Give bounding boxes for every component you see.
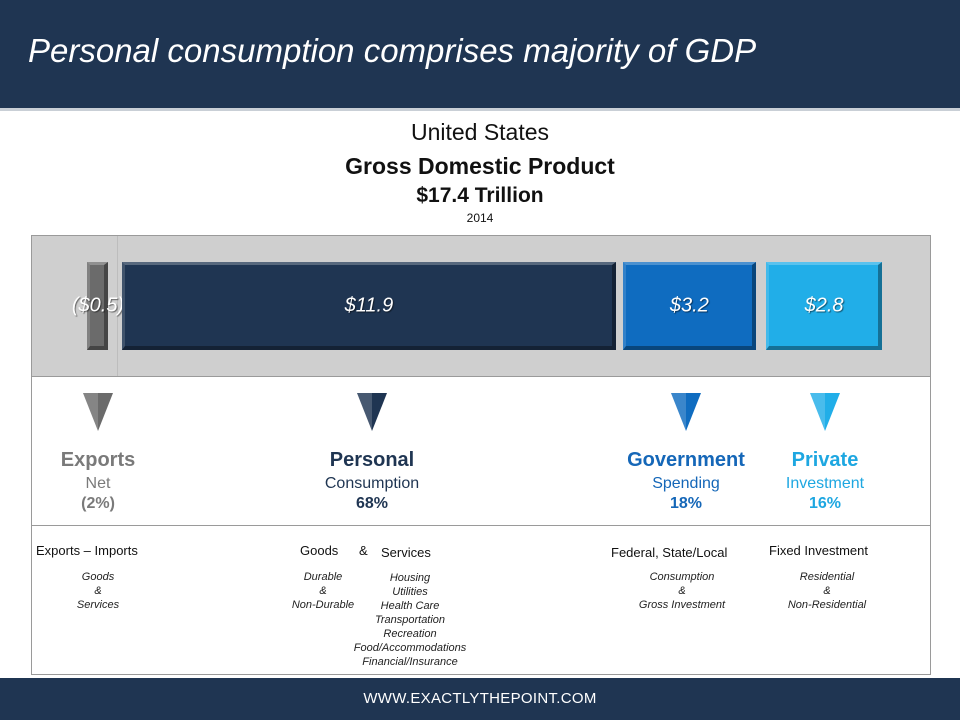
goods-services-ampersand: & <box>359 543 368 558</box>
exports-details: Goods & Services <box>77 570 119 612</box>
bar-exports <box>87 262 108 350</box>
services-detail-line: Recreation <box>383 628 437 640</box>
chart-total: $17.4 Trillion <box>416 184 544 207</box>
services-detail-line: Transportation <box>374 614 446 626</box>
category-government: Government Spending 18% <box>627 449 745 513</box>
goods-details: Durable & Non-Durable <box>292 570 354 612</box>
bar-private <box>766 262 883 350</box>
goods-detail-line: Durable <box>303 571 343 583</box>
bar-label-government: $3.2 <box>669 294 709 317</box>
category-exports-subtitle: Net <box>85 475 111 492</box>
services-details: Housing Utilities Health Care Transporta… <box>354 571 467 669</box>
services-subheading: Services <box>381 545 431 560</box>
footer-banner: WWW.EXACTLYTHEPOINT.COM <box>0 678 960 720</box>
footer-url: WWW.EXACTLYTHEPOINT.COM <box>363 690 597 707</box>
private-detail-line: & <box>823 585 831 597</box>
category-personal-percent: 68% <box>355 495 389 512</box>
exports-subheading: Exports – Imports <box>36 543 138 558</box>
category-personal: Personal Consumption 68% <box>325 449 419 513</box>
bar-label-exports: ($0.5) <box>71 294 125 317</box>
government-detail-line: Consumption <box>649 571 715 583</box>
chart-country: United States <box>410 119 550 145</box>
band-divider <box>117 236 118 376</box>
services-detail-line: Food/Accommodations <box>353 642 467 654</box>
page-title: Personal consumption comprises majority … <box>28 32 757 69</box>
goods-detail-line: Non-Durable <box>291 599 355 611</box>
category-exports: Exports Net (2%) <box>61 449 135 513</box>
exports-detail-line: Services <box>76 599 120 611</box>
category-government-percent: 18% <box>669 495 703 512</box>
government-detail-line: & <box>678 585 686 597</box>
arrow-government-icon <box>671 393 701 431</box>
services-detail-line: Utilities <box>392 586 428 598</box>
goods-subheading: Goods <box>300 543 339 558</box>
private-details: Residential & Non-Residential <box>788 570 866 612</box>
government-detail-line: Gross Investment <box>638 599 726 611</box>
private-detail-line: Non-Residential <box>787 599 867 611</box>
category-private: Private Investment 16% <box>786 449 864 513</box>
category-personal-subtitle: Consumption <box>324 475 420 492</box>
category-private-subtitle: Investment <box>785 475 865 492</box>
arrow-personal-icon <box>357 393 387 431</box>
private-detail-line: Residential <box>799 571 855 583</box>
bar-label-personal: $11.9 <box>344 294 394 317</box>
private-subheading: Fixed Investment <box>769 543 868 558</box>
bar-label-private: $2.8 <box>804 294 844 317</box>
category-exports-title: Exports <box>60 449 136 471</box>
category-private-title: Private <box>791 449 859 471</box>
bar-government <box>623 262 756 350</box>
category-private-percent: 16% <box>808 495 842 512</box>
services-detail-line: Financial/Insurance <box>362 656 458 668</box>
chart-year: 2014 <box>466 211 494 225</box>
government-details: Consumption & Gross Investment <box>639 570 725 612</box>
category-personal-title: Personal <box>329 449 415 471</box>
header-rule <box>0 108 960 111</box>
bar-personal <box>122 262 616 350</box>
exports-detail-line: & <box>94 585 102 597</box>
arrow-exports-icon <box>83 393 113 431</box>
row-divider <box>32 525 930 526</box>
category-government-subtitle: Spending <box>652 475 720 492</box>
category-government-title: Government <box>627 449 745 471</box>
government-subheading: Federal, State/Local <box>611 545 728 560</box>
goods-detail-line: & <box>319 585 327 597</box>
services-detail-line: Housing <box>389 572 431 584</box>
chart-title: Gross Domestic Product <box>345 153 615 179</box>
chart-frame <box>31 235 931 675</box>
header-banner: Personal consumption comprises majority … <box>0 0 960 108</box>
arrow-private-icon <box>810 393 840 431</box>
category-exports-percent: (2%) <box>81 495 115 512</box>
exports-detail-line: Goods <box>81 571 115 583</box>
services-detail-line: Health Care <box>380 600 440 612</box>
